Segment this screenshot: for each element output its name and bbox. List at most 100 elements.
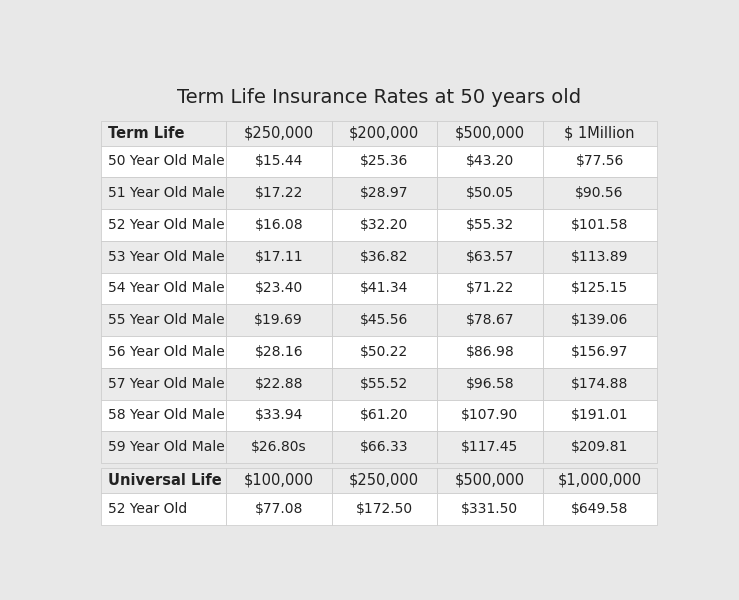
Bar [101, 209, 226, 241]
Text: $17.22: $17.22 [254, 186, 303, 200]
Text: $125.15: $125.15 [571, 281, 628, 295]
Bar [437, 304, 542, 336]
Bar [332, 368, 437, 400]
Bar [542, 400, 656, 431]
Bar [542, 368, 656, 400]
Bar [542, 272, 656, 304]
Text: $96.58: $96.58 [466, 377, 514, 391]
Text: $50.05: $50.05 [466, 186, 514, 200]
Bar [226, 400, 332, 431]
Text: $113.89: $113.89 [571, 250, 628, 264]
Bar [542, 121, 656, 146]
Text: 54 Year Old Male: 54 Year Old Male [108, 281, 224, 295]
Bar [101, 400, 226, 431]
Text: $139.06: $139.06 [571, 313, 628, 327]
Bar [437, 209, 542, 241]
Text: $61.20: $61.20 [360, 409, 409, 422]
Bar [226, 431, 332, 463]
Bar [542, 468, 656, 493]
Text: Term Life: Term Life [108, 125, 184, 140]
Bar [437, 272, 542, 304]
Text: $191.01: $191.01 [571, 409, 628, 422]
Bar [542, 431, 656, 463]
Bar [542, 304, 656, 336]
Text: $16.08: $16.08 [254, 218, 303, 232]
Text: $36.82: $36.82 [360, 250, 409, 264]
Text: $33.94: $33.94 [254, 409, 303, 422]
Text: $50.22: $50.22 [360, 345, 409, 359]
Text: $101.58: $101.58 [571, 218, 628, 232]
Bar [101, 272, 226, 304]
Bar [332, 121, 437, 146]
Text: $172.50: $172.50 [355, 502, 413, 516]
Bar [332, 400, 437, 431]
Bar [437, 241, 542, 272]
Bar [332, 493, 437, 525]
Text: $66.33: $66.33 [360, 440, 409, 454]
Text: $55.32: $55.32 [466, 218, 514, 232]
Bar [101, 493, 226, 525]
Text: 56 Year Old Male: 56 Year Old Male [108, 345, 225, 359]
Text: $500,000: $500,000 [454, 125, 525, 140]
Text: $1,000,000: $1,000,000 [557, 473, 641, 488]
Bar [101, 241, 226, 272]
Bar [332, 146, 437, 178]
Text: 59 Year Old Male: 59 Year Old Male [108, 440, 225, 454]
Bar [226, 241, 332, 272]
Bar [332, 272, 437, 304]
Text: $55.52: $55.52 [360, 377, 409, 391]
Text: $43.20: $43.20 [466, 154, 514, 169]
Text: $200,000: $200,000 [349, 125, 420, 140]
Text: $15.44: $15.44 [254, 154, 303, 169]
Text: $28.97: $28.97 [360, 186, 409, 200]
Text: $77.56: $77.56 [576, 154, 624, 169]
Bar [101, 178, 226, 209]
Bar [101, 121, 226, 146]
Text: $117.45: $117.45 [461, 440, 519, 454]
Text: 50 Year Old Male: 50 Year Old Male [108, 154, 224, 169]
Bar [332, 468, 437, 493]
Text: Universal Life: Universal Life [108, 473, 222, 488]
Bar [101, 431, 226, 463]
Text: 58 Year Old Male: 58 Year Old Male [108, 409, 225, 422]
Bar [437, 400, 542, 431]
Bar [437, 493, 542, 525]
Text: $41.34: $41.34 [360, 281, 409, 295]
Bar [226, 209, 332, 241]
Text: $156.97: $156.97 [571, 345, 628, 359]
Text: $86.98: $86.98 [466, 345, 514, 359]
Bar [226, 304, 332, 336]
Bar [101, 336, 226, 368]
Text: $250,000: $250,000 [350, 473, 419, 488]
Text: $23.40: $23.40 [255, 281, 303, 295]
Text: Term Life Insurance Rates at 50 years old: Term Life Insurance Rates at 50 years ol… [177, 88, 581, 107]
Bar [332, 178, 437, 209]
Bar [332, 431, 437, 463]
Bar [101, 304, 226, 336]
Text: $90.56: $90.56 [576, 186, 624, 200]
Bar [226, 146, 332, 178]
Bar [226, 468, 332, 493]
Bar [437, 146, 542, 178]
Bar [542, 178, 656, 209]
Text: 52 Year Old: 52 Year Old [108, 502, 187, 516]
Bar [542, 241, 656, 272]
Bar [101, 368, 226, 400]
Text: 53 Year Old Male: 53 Year Old Male [108, 250, 224, 264]
Text: $250,000: $250,000 [244, 125, 314, 140]
Text: $107.90: $107.90 [461, 409, 519, 422]
Bar [101, 146, 226, 178]
Bar [226, 493, 332, 525]
Bar [437, 431, 542, 463]
Text: $28.16: $28.16 [254, 345, 303, 359]
Bar [437, 178, 542, 209]
Bar [542, 146, 656, 178]
Bar [332, 336, 437, 368]
Bar [332, 209, 437, 241]
Text: $ 1Million: $ 1Million [565, 125, 635, 140]
Bar [332, 241, 437, 272]
Bar [226, 336, 332, 368]
Text: $331.50: $331.50 [461, 502, 519, 516]
Text: $100,000: $100,000 [244, 473, 314, 488]
Bar [542, 493, 656, 525]
